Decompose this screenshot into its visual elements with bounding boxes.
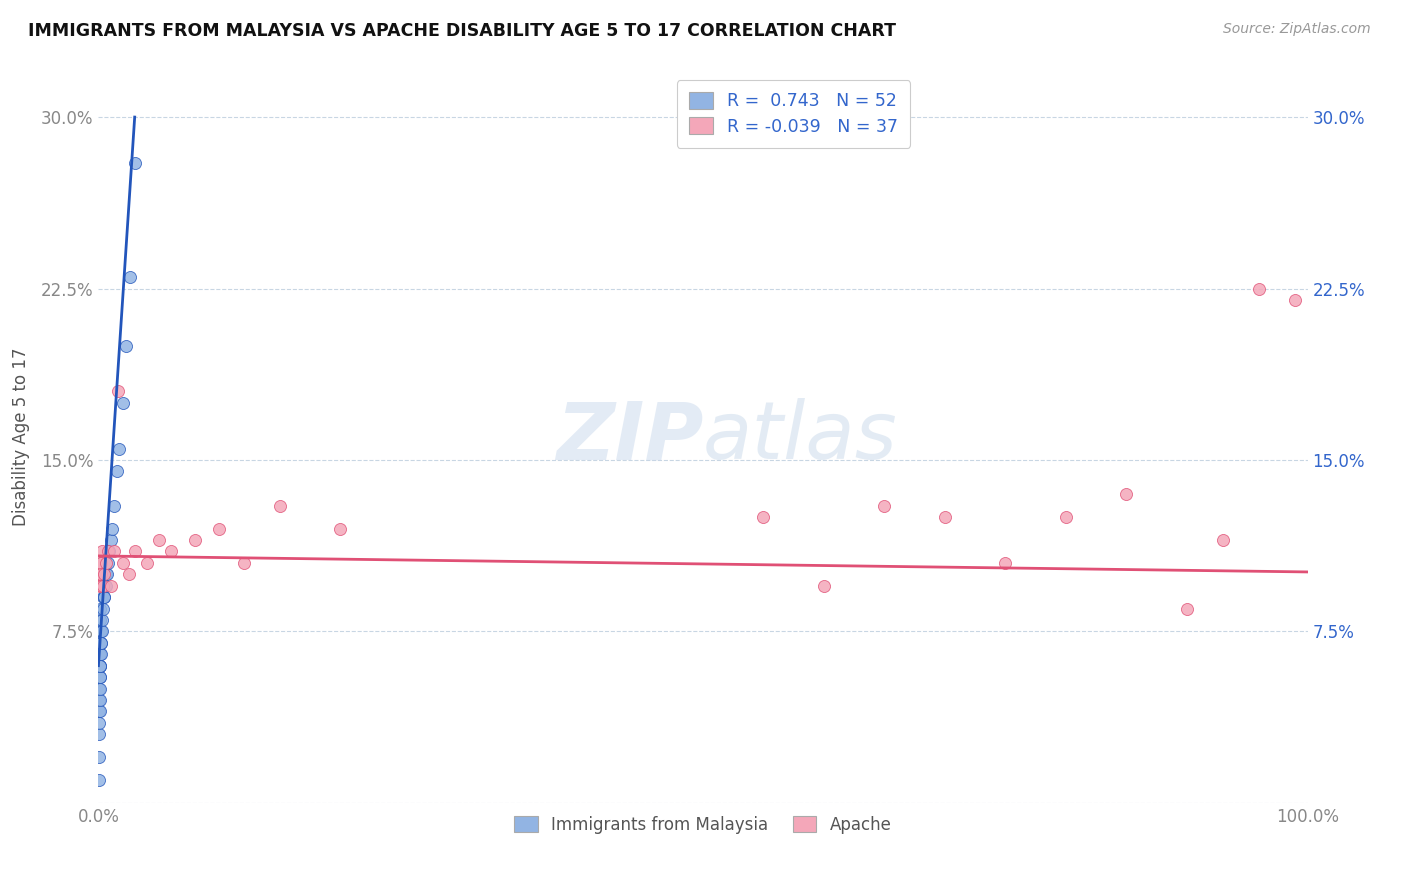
Text: Source: ZipAtlas.com: Source: ZipAtlas.com bbox=[1223, 22, 1371, 37]
Point bbox=[91, 613, 114, 627]
Point bbox=[208, 521, 231, 535]
Point bbox=[89, 556, 111, 570]
Point bbox=[90, 567, 112, 582]
Point bbox=[89, 601, 111, 615]
Point bbox=[184, 533, 207, 547]
Point bbox=[124, 155, 146, 169]
Point bbox=[89, 567, 111, 582]
Point bbox=[93, 590, 115, 604]
Point bbox=[89, 647, 111, 661]
Point bbox=[103, 499, 125, 513]
Point bbox=[89, 670, 111, 684]
Point bbox=[89, 579, 111, 593]
Point bbox=[1175, 601, 1198, 615]
Point bbox=[89, 647, 111, 661]
Point bbox=[89, 670, 111, 684]
Point bbox=[89, 647, 111, 661]
Point bbox=[160, 544, 183, 558]
Point bbox=[111, 396, 134, 410]
Point bbox=[89, 715, 111, 730]
Point bbox=[90, 624, 112, 639]
Point bbox=[1249, 281, 1271, 295]
Point bbox=[89, 693, 111, 707]
Point bbox=[90, 636, 112, 650]
Text: ZIP: ZIP bbox=[555, 398, 703, 476]
Point bbox=[94, 556, 117, 570]
Point bbox=[93, 567, 115, 582]
Point bbox=[97, 556, 120, 570]
Point bbox=[89, 670, 111, 684]
Point bbox=[96, 567, 118, 582]
Point bbox=[89, 567, 111, 582]
Point bbox=[118, 270, 141, 285]
Point bbox=[93, 590, 115, 604]
Point bbox=[89, 681, 111, 696]
Point bbox=[89, 658, 111, 673]
Point bbox=[89, 624, 111, 639]
Point bbox=[89, 647, 111, 661]
Point bbox=[752, 510, 775, 524]
Legend: Immigrants from Malaysia, Apache: Immigrants from Malaysia, Apache bbox=[503, 805, 903, 846]
Point bbox=[98, 544, 121, 558]
Point bbox=[89, 693, 111, 707]
Point bbox=[111, 556, 134, 570]
Point bbox=[89, 705, 111, 719]
Text: IMMIGRANTS FROM MALAYSIA VS APACHE DISABILITY AGE 5 TO 17 CORRELATION CHART: IMMIGRANTS FROM MALAYSIA VS APACHE DISAB… bbox=[28, 22, 896, 40]
Point bbox=[89, 727, 111, 741]
Point bbox=[118, 567, 141, 582]
Point bbox=[994, 556, 1017, 570]
Point bbox=[1054, 510, 1077, 524]
Point bbox=[873, 499, 896, 513]
Point bbox=[89, 772, 111, 787]
Point bbox=[91, 579, 114, 593]
Point bbox=[90, 579, 112, 593]
Point bbox=[124, 544, 146, 558]
Point bbox=[89, 750, 111, 764]
Point bbox=[108, 442, 131, 456]
Point bbox=[90, 624, 112, 639]
Point bbox=[100, 579, 122, 593]
Point bbox=[232, 556, 254, 570]
Point bbox=[89, 636, 111, 650]
Point bbox=[1212, 533, 1234, 547]
Point bbox=[89, 647, 111, 661]
Point bbox=[97, 544, 120, 558]
Point bbox=[148, 533, 170, 547]
Point bbox=[934, 510, 956, 524]
Point bbox=[90, 647, 112, 661]
Point bbox=[89, 681, 111, 696]
Point bbox=[107, 384, 129, 399]
Point bbox=[91, 601, 114, 615]
Point bbox=[100, 533, 122, 547]
Point bbox=[89, 658, 111, 673]
Point bbox=[94, 579, 117, 593]
Point bbox=[89, 658, 111, 673]
Point bbox=[135, 556, 157, 570]
Point bbox=[91, 590, 114, 604]
Point bbox=[813, 579, 835, 593]
Point bbox=[89, 613, 111, 627]
Point bbox=[101, 521, 124, 535]
Point bbox=[1284, 293, 1306, 307]
Point bbox=[90, 556, 112, 570]
Point bbox=[94, 579, 117, 593]
Point bbox=[105, 464, 128, 478]
Point bbox=[103, 544, 125, 558]
Point bbox=[96, 567, 118, 582]
Point bbox=[269, 499, 291, 513]
Point bbox=[89, 658, 111, 673]
Point bbox=[90, 636, 112, 650]
Text: atlas: atlas bbox=[703, 398, 898, 476]
Point bbox=[90, 624, 112, 639]
Y-axis label: Disability Age 5 to 17: Disability Age 5 to 17 bbox=[11, 348, 30, 526]
Point bbox=[115, 338, 138, 352]
Point bbox=[1115, 487, 1137, 501]
Point bbox=[91, 544, 114, 558]
Point bbox=[89, 705, 111, 719]
Point bbox=[329, 521, 352, 535]
